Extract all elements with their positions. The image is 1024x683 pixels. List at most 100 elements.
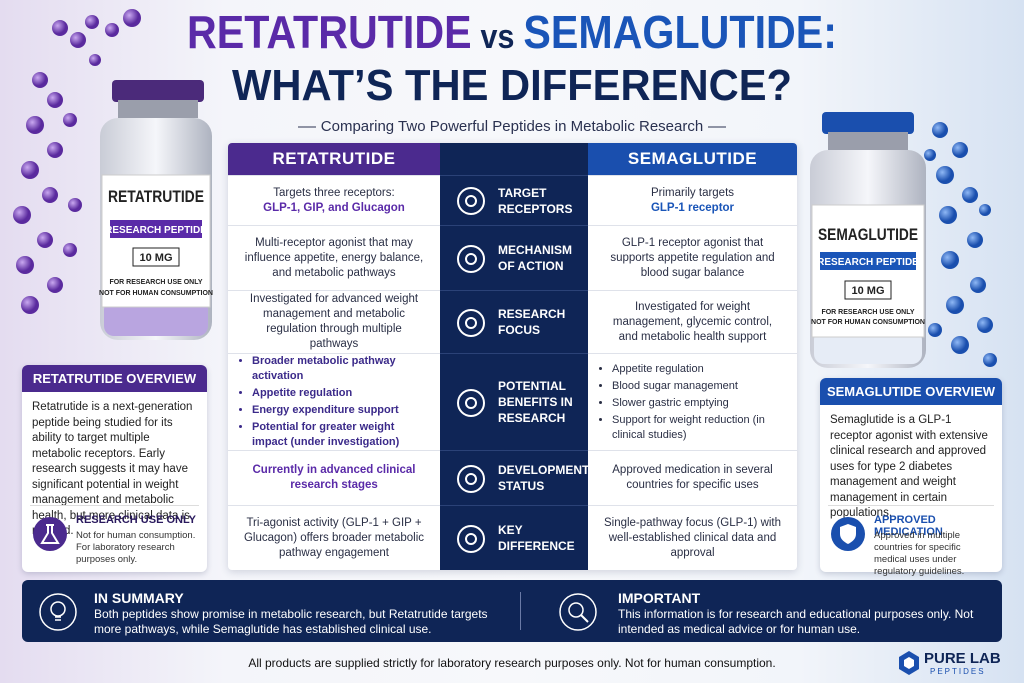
table-cell: Broader metabolic pathway activation Appe… bbox=[228, 353, 440, 450]
row-label-text: POTENTIAL BENEFITS IN RESEARCH bbox=[498, 379, 573, 425]
row-icon bbox=[457, 524, 485, 553]
overview-card: RETATRUTIDE OVERVIEW Retatrutide is a ne… bbox=[22, 365, 207, 572]
vial-label: RESEARCH PEPTIDE bbox=[817, 257, 919, 268]
vial-dose: 10 MG bbox=[139, 252, 172, 264]
row-icon bbox=[457, 464, 485, 493]
column-header: SEMAGLUTIDE bbox=[588, 143, 797, 175]
row-label: MECHANISM OF ACTION bbox=[440, 225, 588, 290]
brand-sub: PEPTIDES bbox=[930, 667, 986, 676]
card-text: Semaglutide is a GLP-1 receptor agonist … bbox=[830, 414, 988, 519]
summary-icon bbox=[39, 593, 77, 631]
bullet-item: Energy expenditure support bbox=[252, 403, 426, 418]
summary-bar: IN SUMMARY Both peptides show promise in… bbox=[22, 580, 1002, 642]
title-line-2: WHAT’S THE DIFFERENCE? bbox=[232, 61, 792, 110]
table-cell: Investigated for advanced weight managem… bbox=[228, 290, 440, 353]
table-cell: Approved medication in several countries… bbox=[588, 450, 797, 505]
vial-name: SEMAGLUTIDE bbox=[818, 225, 918, 244]
cell-highlight: GLP-1, GIP, and Glucagon bbox=[263, 201, 405, 214]
table-cell: Tri-agonist activity (GLP-1 + GIP + Gluc… bbox=[228, 505, 440, 570]
row-label-text: RESEARCH FOCUS bbox=[498, 307, 566, 337]
badge-icon bbox=[831, 517, 865, 551]
row-icon bbox=[457, 308, 485, 337]
bullet-item: Slower gastric emptying bbox=[612, 396, 783, 411]
badge-text: Not for human consumption. For laborator… bbox=[76, 530, 196, 565]
row-label-text: DEVELOPMENT STATUS bbox=[498, 463, 590, 493]
cell-text: Single-pathway focus (GLP-1) with well-e… bbox=[603, 516, 782, 559]
badge-icon bbox=[33, 517, 67, 551]
row-icon bbox=[457, 187, 485, 215]
molecule-left bbox=[13, 9, 141, 314]
row-label-text: KEY DIFFERENCE bbox=[498, 523, 575, 553]
vial-label: RESEARCH PEPTIDE bbox=[105, 225, 207, 236]
table-cell: Primarily targets GLP-1 receptor bbox=[588, 175, 797, 225]
vial-note: NOT FOR HUMAN CONSUMPTION bbox=[811, 319, 925, 326]
row-label-text: TARGET RECEPTORS bbox=[498, 185, 573, 216]
row-label: KEY DIFFERENCE bbox=[440, 505, 588, 570]
bullet-item: Appetite regulation bbox=[612, 362, 783, 377]
card-title: SEMAGLUTIDE OVERVIEW bbox=[820, 378, 1002, 405]
vial-note: NOT FOR HUMAN CONSUMPTION bbox=[99, 290, 213, 297]
cell-text: Investigated for advanced weight managem… bbox=[249, 293, 419, 350]
table-cell: Multi-receptor agonist that may influenc… bbox=[228, 225, 440, 290]
row-icon bbox=[457, 244, 485, 273]
cell-text: Tri-agonist activity (GLP-1 + GIP + Gluc… bbox=[243, 516, 425, 559]
title-vs: vs bbox=[481, 18, 515, 56]
row-label: DEVELOPMENT STATUS bbox=[440, 450, 590, 505]
vial-note: FOR RESEARCH USE ONLY bbox=[821, 309, 914, 316]
brand-name: PURE LAB bbox=[924, 650, 1001, 667]
summary-title: IN SUMMARY bbox=[94, 590, 184, 606]
title-left: RETATRUTIDE bbox=[187, 6, 472, 58]
table-cell: Targets three receptors: GLP-1, GIP, and … bbox=[228, 175, 440, 225]
bullet-item: Support for weight reduction (in clinica… bbox=[612, 413, 783, 443]
title-line-1: RETATRUTIDEvs SEMAGLUTIDE: bbox=[187, 6, 837, 58]
table-cell: Appetite regulation Blood sugar managemen… bbox=[588, 353, 797, 450]
table-cell: Currently in advanced clinical research … bbox=[228, 450, 440, 505]
row-label: TARGET RECEPTORS bbox=[440, 175, 588, 225]
vial-note: FOR RESEARCH USE ONLY bbox=[109, 279, 202, 286]
brand-logo bbox=[899, 651, 919, 675]
cell-text: Approved medication in several countries… bbox=[612, 464, 773, 491]
row-label: POTENTIAL BENEFITS IN RESEARCH bbox=[440, 353, 588, 450]
cell-text: Targets three receptors: bbox=[273, 186, 395, 199]
vial-name: RETATRUTIDE bbox=[108, 187, 204, 206]
important-icon bbox=[559, 593, 597, 631]
cell-text: Investigated for weight management, glyc… bbox=[612, 300, 773, 343]
row-label-text: MECHANISM OF ACTION bbox=[498, 243, 572, 273]
badge-text: Approved in multiple countries for speci… bbox=[874, 530, 965, 577]
badge-title: RESEARCH USE ONLY bbox=[76, 514, 197, 526]
table-cell: Investigated for weight management, glyc… bbox=[588, 290, 797, 353]
label-column bbox=[440, 143, 588, 570]
table-cell: GLP-1 receptor agonist that supports app… bbox=[588, 225, 797, 290]
badge-title: APPROVED MEDICATION bbox=[874, 514, 943, 538]
bullet-list: Appetite regulation Blood sugar managemen… bbox=[602, 360, 783, 445]
bullet-item: Blood sugar management bbox=[612, 379, 783, 394]
important-title: IMPORTANT bbox=[618, 590, 701, 606]
row-icon bbox=[457, 388, 485, 417]
card-text: Retatrutide is a next-generation peptide… bbox=[32, 401, 193, 537]
molecule-right bbox=[924, 122, 997, 367]
vial-dose: 10 MG bbox=[851, 285, 884, 297]
footer: All products are supplied strictly for l… bbox=[248, 656, 776, 670]
important-text: This information is for research and edu… bbox=[618, 607, 974, 636]
vial-right bbox=[810, 112, 926, 368]
comparison-table: RETATRUTIDE SEMAGLUTIDE Targets three re… bbox=[228, 143, 797, 570]
card-title: RETATRUTIDE OVERVIEW bbox=[22, 365, 207, 392]
bullet-list: Broader metabolic pathway activation Appe… bbox=[242, 352, 426, 452]
bullet-item: Potential for greater weight impact (und… bbox=[252, 420, 426, 450]
badge: RESEARCH USE ONLY Not for human consumpt… bbox=[30, 505, 199, 565]
badge: APPROVED MEDICATION Approved in multiple… bbox=[828, 505, 994, 577]
summary-text: Both peptides show promise in metabolic … bbox=[94, 607, 488, 636]
cell-highlight: Currently in advanced clinical research … bbox=[252, 464, 416, 491]
overview-card: SEMAGLUTIDE OVERVIEW Semaglutide is a GL… bbox=[820, 378, 1002, 577]
table-cell: Single-pathway focus (GLP-1) with well-e… bbox=[588, 505, 797, 570]
title-right: SEMAGLUTIDE: bbox=[523, 6, 837, 58]
column-header: RETATRUTIDE bbox=[228, 143, 440, 175]
row-label: RESEARCH FOCUS bbox=[440, 290, 588, 353]
subtitle: Comparing Two Powerful Peptides in Metab… bbox=[320, 118, 704, 135]
cell-text: GLP-1 receptor agonist that supports app… bbox=[610, 236, 775, 279]
bullet-item: Broader metabolic pathway activation bbox=[252, 354, 426, 384]
cell-text: Primarily targets bbox=[650, 186, 735, 199]
cell-highlight: GLP-1 receptor bbox=[650, 201, 735, 214]
